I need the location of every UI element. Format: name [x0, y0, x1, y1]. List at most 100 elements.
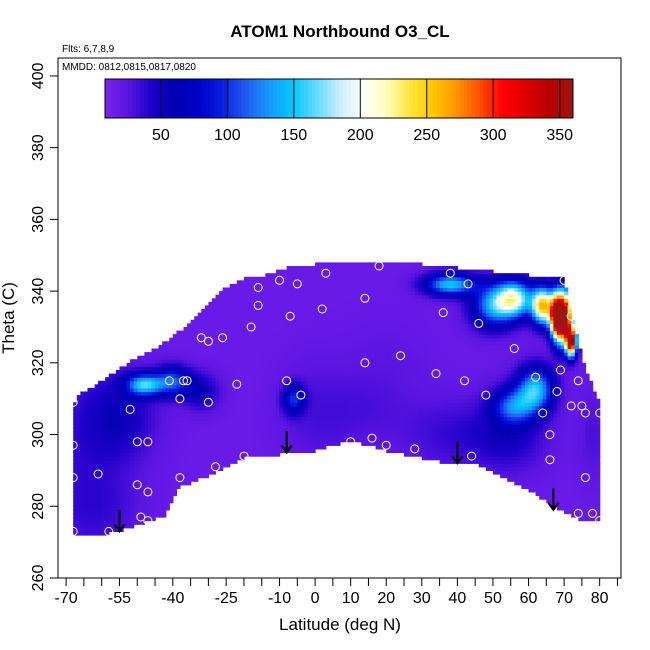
heatmap-cell [261, 387, 266, 393]
heatmap-cell [283, 312, 288, 317]
heatmap-cell [364, 337, 370, 342]
heatmap-cell [336, 276, 341, 281]
heatmap-cell [340, 384, 345, 389]
heatmap-cell [254, 348, 259, 353]
heatmap-cell [315, 370, 320, 375]
heatmap-cell [308, 348, 313, 353]
heatmap-cell [276, 384, 281, 389]
heatmap-cell [350, 409, 355, 414]
heatmap-cell [340, 413, 345, 418]
heatmap-cell [133, 413, 138, 418]
heatmap-cell [119, 499, 124, 504]
heatmap-cell [247, 405, 252, 411]
heatmap-cell [147, 370, 153, 375]
heatmap-cell [329, 280, 334, 285]
heatmap-cell [386, 355, 391, 360]
heatmap-cell [87, 474, 92, 479]
heatmap-cell [400, 301, 405, 307]
heatmap-cell [105, 459, 110, 464]
heatmap-cell [244, 323, 249, 328]
heatmap-cell [300, 280, 306, 285]
heatmap-cell [265, 398, 270, 403]
heatmap-cell [240, 348, 245, 353]
heatmap-cell [222, 413, 227, 418]
heatmap-cell [361, 427, 366, 432]
heatmap-cell [379, 352, 384, 357]
heatmap-cell [76, 491, 81, 497]
heatmap-cell [144, 355, 149, 360]
heatmap-cell [244, 445, 249, 450]
heatmap-cell [211, 427, 217, 432]
heatmap-cell [254, 434, 259, 439]
heatmap-cell [407, 334, 412, 339]
heatmap-cell [347, 266, 352, 271]
heatmap-cell [311, 280, 316, 285]
heatmap-cell [236, 402, 241, 407]
heatmap-cell [204, 362, 209, 367]
heatmap-cell [283, 280, 288, 285]
heatmap-cell [162, 416, 167, 421]
heatmap-cell [240, 334, 245, 339]
heatmap-cell [151, 470, 156, 475]
heatmap-cell [261, 330, 266, 335]
heatmap-cell [396, 380, 402, 385]
heatmap-cell [357, 387, 362, 393]
heatmap-cell [219, 416, 224, 421]
heatmap-cell [183, 377, 188, 382]
heatmap-cell [311, 273, 316, 278]
heatmap-cell [147, 441, 153, 446]
heatmap-cell [332, 319, 338, 324]
heatmap-cell [247, 316, 252, 321]
heatmap-cell [176, 448, 181, 454]
heatmap-cell [211, 470, 217, 475]
heatmap-cell [315, 402, 320, 407]
heatmap-cell [332, 405, 338, 411]
heatmap-cell [112, 456, 117, 461]
heatmap-cell [357, 423, 362, 428]
heatmap-cell [108, 413, 113, 418]
heatmap-cell [329, 294, 334, 299]
heatmap-cell [165, 495, 170, 500]
heatmap-cell [162, 502, 167, 507]
heatmap-cell [169, 474, 174, 479]
heatmap-cell [140, 434, 145, 439]
heatmap-cell [286, 416, 291, 421]
heatmap-cell [158, 344, 163, 350]
heatmap-cell [340, 327, 345, 332]
heatmap-cell [204, 413, 209, 418]
heatmap-cell [311, 294, 316, 299]
heatmap-cell [290, 445, 295, 450]
heatmap-cell [261, 341, 266, 346]
heatmap-cell [76, 452, 81, 457]
heatmap-cell [123, 459, 128, 464]
heatmap-cell [197, 337, 202, 342]
heatmap-cell [325, 276, 330, 281]
heatmap-cell [340, 416, 345, 421]
heatmap-cell [190, 431, 195, 436]
heatmap-cell [350, 395, 355, 400]
heatmap-cell [400, 423, 405, 428]
heatmap-cell [194, 413, 199, 418]
heatmap-cell [411, 373, 416, 378]
heatmap-cell [386, 280, 391, 285]
heatmap-cell [329, 276, 334, 281]
heatmap-cell [254, 380, 259, 385]
heatmap-cell [233, 319, 238, 324]
heatmap-cell [418, 312, 423, 317]
heatmap-cell [233, 309, 238, 314]
heatmap-cell [336, 305, 341, 310]
heatmap-cell [119, 402, 124, 407]
heatmap-cell [222, 359, 227, 364]
heatmap-cell [208, 431, 213, 436]
heatmap-cell [400, 262, 405, 267]
heatmap-cell [130, 362, 135, 367]
heatmap-cell [254, 413, 259, 418]
heatmap-cell [155, 452, 160, 457]
heatmap-cell [290, 405, 295, 411]
heatmap-cell [347, 355, 352, 360]
heatmap-cell [347, 291, 352, 296]
heatmap-cell [315, 416, 320, 421]
heatmap-cell [87, 456, 92, 461]
heatmap-cell [73, 459, 78, 464]
heatmap-cell [115, 434, 121, 439]
